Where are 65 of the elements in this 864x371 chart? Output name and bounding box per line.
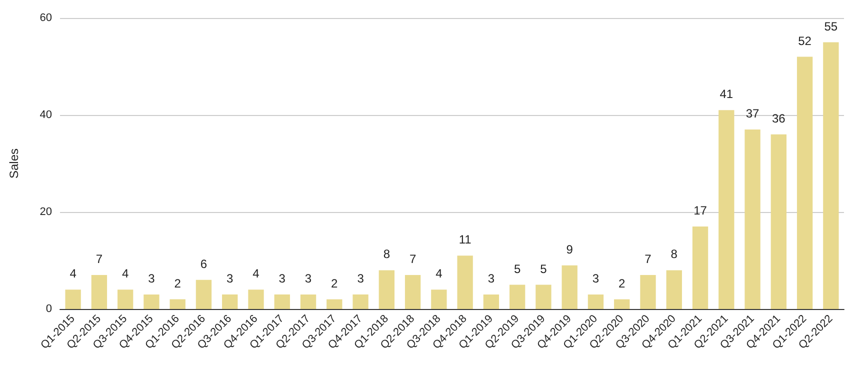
data-label: 2 — [618, 276, 626, 290]
bar — [562, 265, 578, 309]
data-label: 4 — [252, 266, 260, 281]
data-label: 7 — [644, 252, 652, 266]
data-label: 11 — [458, 232, 472, 247]
data-label: 36 — [772, 111, 786, 126]
data-label: 17 — [694, 204, 708, 218]
bar — [248, 290, 264, 309]
data-label: 3 — [148, 271, 156, 286]
data-label: 41 — [720, 87, 734, 102]
data-label: 4 — [436, 266, 443, 281]
y-tick-label: 0 — [46, 303, 52, 315]
bar — [274, 294, 290, 309]
bar — [483, 294, 500, 309]
bar — [222, 294, 238, 309]
data-label: 3 — [592, 271, 600, 286]
bar — [692, 226, 708, 309]
bar — [91, 275, 108, 309]
bar — [823, 42, 839, 309]
data-label: 5 — [540, 262, 548, 276]
data-label: 52 — [798, 34, 812, 48]
bar — [378, 270, 395, 309]
data-label: 4 — [70, 266, 77, 281]
bar — [404, 275, 421, 309]
y-tick-label: 40 — [40, 109, 52, 121]
data-label: 6 — [200, 256, 208, 271]
bar — [196, 280, 212, 309]
bar — [144, 294, 160, 309]
bar — [509, 284, 526, 309]
bar — [326, 299, 342, 309]
bar — [431, 290, 447, 309]
bar — [770, 134, 787, 309]
data-label: 7 — [409, 252, 416, 266]
bar — [588, 294, 604, 309]
bar — [457, 256, 473, 309]
bar — [65, 290, 81, 309]
data-label: 3 — [488, 271, 495, 286]
bar — [796, 56, 813, 309]
data-label: 3 — [304, 271, 312, 286]
data-label: 7 — [96, 252, 103, 266]
data-label: 2 — [331, 276, 338, 290]
y-tick-label: 60 — [40, 12, 52, 24]
data-label: 3 — [278, 271, 286, 286]
bar — [352, 294, 368, 309]
data-label: 3 — [226, 271, 234, 286]
data-label: 37 — [746, 106, 760, 121]
data-label: 3 — [357, 271, 364, 286]
y-tick-label: 20 — [40, 206, 52, 218]
data-label: 2 — [174, 276, 182, 290]
bar — [718, 110, 734, 309]
data-label: 55 — [824, 19, 838, 34]
bar — [614, 299, 630, 309]
data-label: 9 — [566, 242, 574, 256]
y-axis-title: Sales — [7, 148, 21, 179]
bar — [300, 294, 316, 309]
bar — [170, 299, 186, 309]
bar — [536, 284, 552, 309]
bar — [666, 270, 682, 309]
bar — [640, 275, 656, 309]
data-label: 8 — [383, 247, 390, 262]
data-label: 5 — [514, 262, 521, 276]
data-label: 8 — [670, 247, 678, 262]
bar — [117, 290, 134, 309]
bar — [744, 130, 760, 309]
data-label: 4 — [122, 266, 129, 281]
